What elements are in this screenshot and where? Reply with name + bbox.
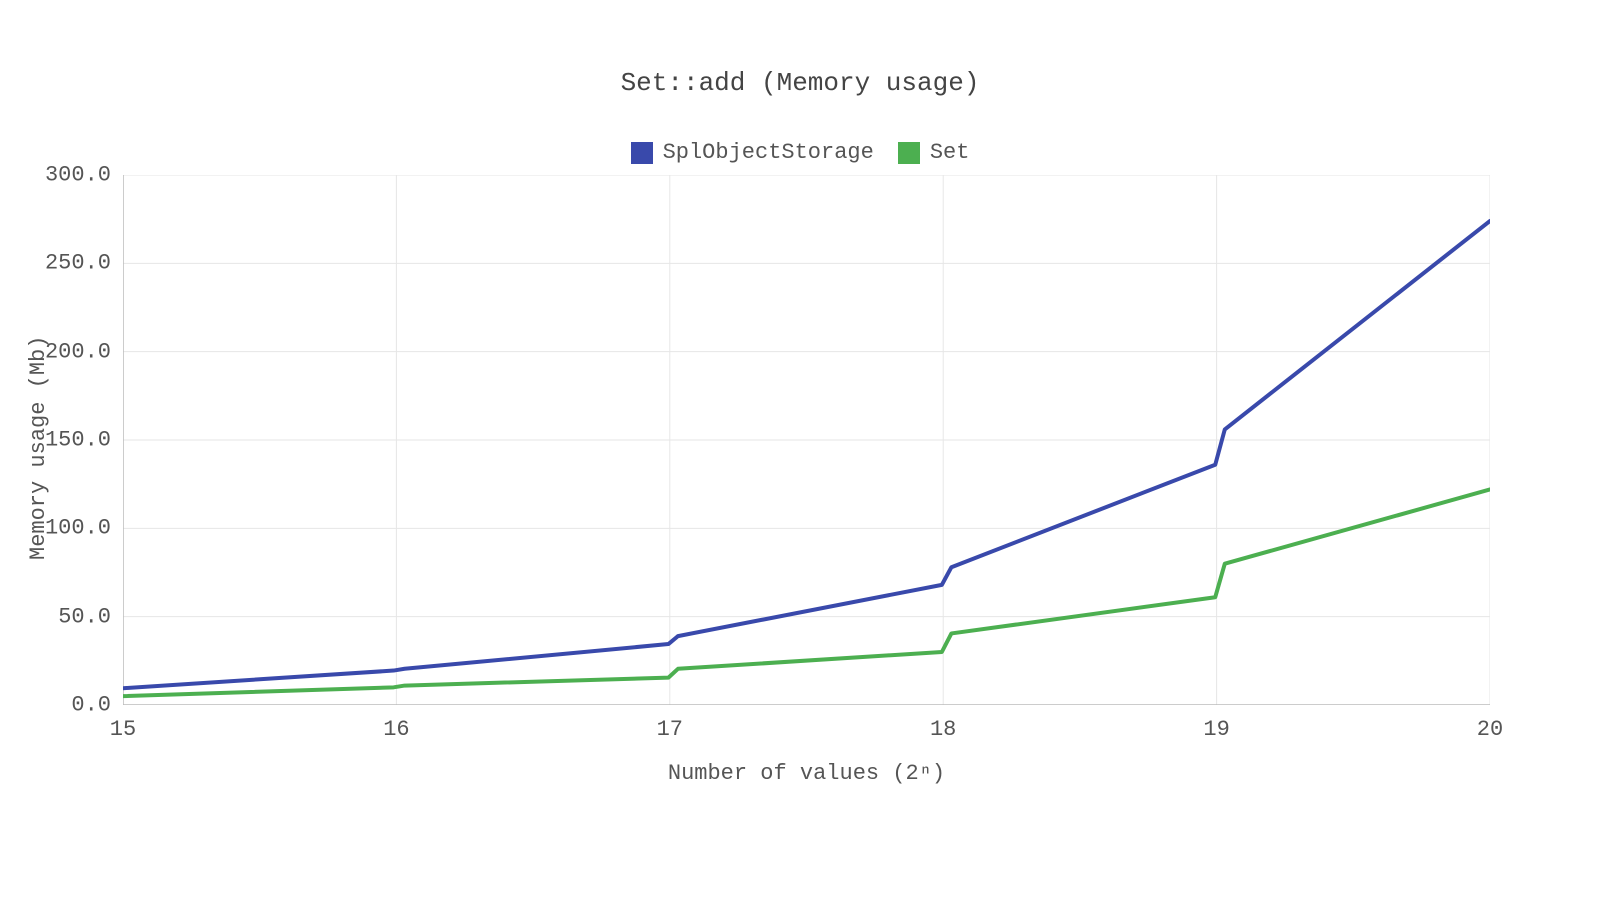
series-line — [123, 489, 1490, 696]
plot-area — [123, 175, 1490, 705]
y-tick-label: 100.0 — [45, 516, 111, 541]
y-tick-label: 200.0 — [45, 339, 111, 364]
legend-item: Set — [898, 140, 970, 165]
x-tick-label: 16 — [383, 717, 409, 742]
series-line — [123, 221, 1490, 688]
y-tick-label: 250.0 — [45, 251, 111, 276]
x-tick-label: 18 — [930, 717, 956, 742]
chart-title: Set::add (Memory usage) — [0, 68, 1600, 98]
legend-label: SplObjectStorage — [663, 140, 874, 165]
legend-item: SplObjectStorage — [631, 140, 874, 165]
x-tick-label: 20 — [1477, 717, 1503, 742]
y-tick-label: 50.0 — [58, 604, 111, 629]
x-tick-label: 19 — [1203, 717, 1229, 742]
x-axis-title: Number of values (2ⁿ) — [668, 761, 945, 786]
x-tick-label: 15 — [110, 717, 136, 742]
y-tick-label: 0.0 — [71, 693, 111, 718]
legend-swatch — [898, 142, 920, 164]
legend-label: Set — [930, 140, 970, 165]
chart-container: Set::add (Memory usage) SplObjectStorage… — [0, 0, 1600, 900]
y-tick-label: 150.0 — [45, 428, 111, 453]
legend-swatch — [631, 142, 653, 164]
x-tick-label: 17 — [657, 717, 683, 742]
y-tick-label: 300.0 — [45, 163, 111, 188]
chart-legend: SplObjectStorage Set — [0, 140, 1600, 165]
